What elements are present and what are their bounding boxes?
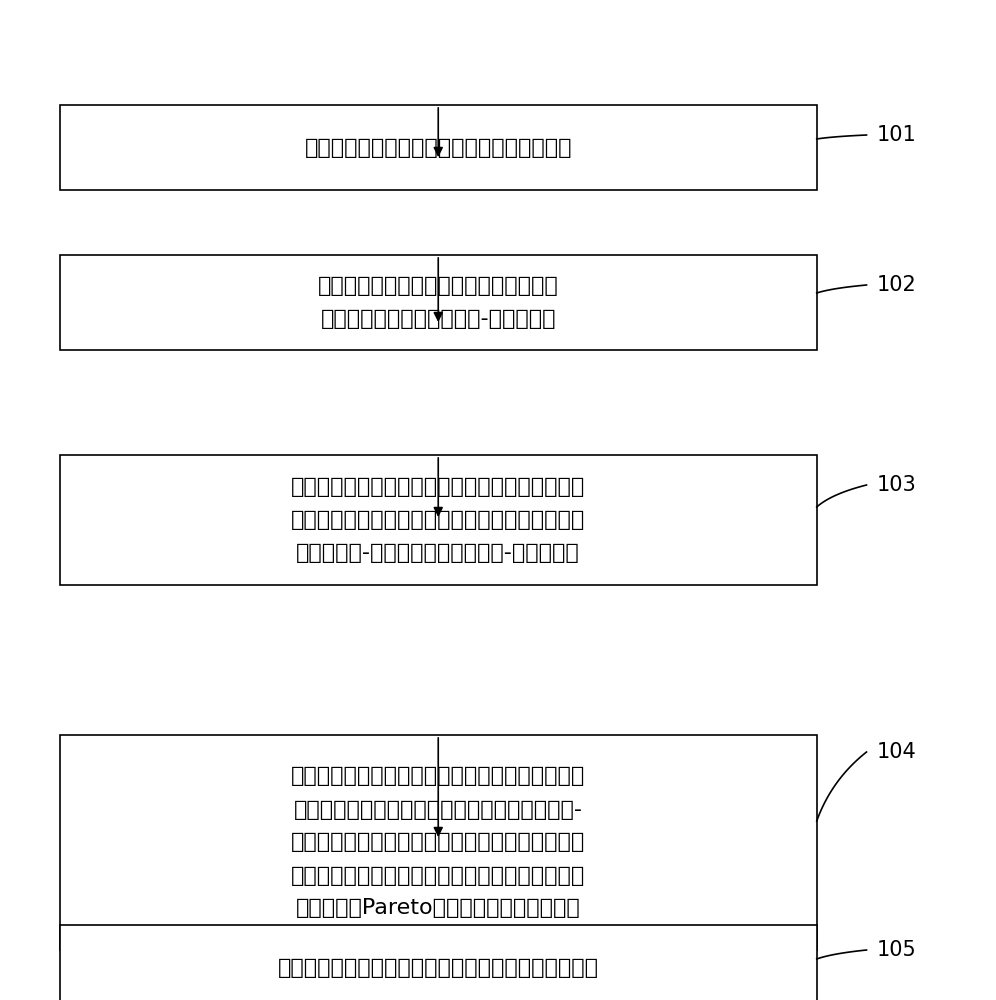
Text: 通过决策方法从所述待选充电方案中选择目标充电方案: 通过决策方法从所述待选充电方案中选择目标充电方案 bbox=[278, 958, 599, 978]
Text: 流的传热模型以建立初始电-热耦合模型: 流的传热模型以建立初始电-热耦合模型 bbox=[321, 309, 556, 329]
Text: 设计多组多阶段充电方案，将满足多目标优化模型: 设计多组多阶段充电方案，将满足多目标优化模型 bbox=[291, 766, 586, 786]
Text: 101: 101 bbox=[876, 125, 916, 145]
Text: 电池进行测试，获得多组测试数据；测试数据用于: 电池进行测试，获得多组测试数据；测试数据用于 bbox=[291, 510, 586, 530]
Bar bbox=[60, 925, 817, 1000]
Text: 105: 105 bbox=[876, 940, 916, 960]
Text: 中选取一组Pareto最优解作为待选充电方案: 中选取一组Pareto最优解作为待选充电方案 bbox=[296, 898, 581, 918]
Bar bbox=[60, 455, 817, 585]
Text: 设计多组恒流充电方案，依据恒流充电方案对待测: 设计多组恒流充电方案，依据恒流充电方案对待测 bbox=[291, 477, 586, 497]
Text: 对结果数据执行迭代优化，从多组多阶段充电方案: 对结果数据执行迭代优化，从多组多阶段充电方案 bbox=[291, 865, 586, 886]
Text: 通过神经网络建立锂离子电池的等效电路模型: 通过神经网络建立锂离子电池的等效电路模型 bbox=[305, 137, 572, 157]
Text: 的约束条件的多阶段充电方案依次输入至目标电-: 的约束条件的多阶段充电方案依次输入至目标电- bbox=[294, 800, 583, 820]
Text: 拟合初始电-热耦合模型得到目标电-热耦合模型: 拟合初始电-热耦合模型得到目标电-热耦合模型 bbox=[297, 543, 580, 563]
Bar bbox=[60, 105, 817, 190]
Text: 热耦合模型，获得结果数据；基于多目标优化模型: 热耦合模型，获得结果数据；基于多目标优化模型 bbox=[291, 832, 586, 852]
Bar bbox=[60, 735, 817, 950]
Text: 在等效电路模型的基础上耦合电池自然对: 在等效电路模型的基础上耦合电池自然对 bbox=[318, 276, 559, 296]
Bar bbox=[60, 255, 817, 350]
Text: 104: 104 bbox=[876, 742, 916, 762]
Text: 103: 103 bbox=[876, 475, 916, 495]
Text: 102: 102 bbox=[876, 275, 916, 295]
